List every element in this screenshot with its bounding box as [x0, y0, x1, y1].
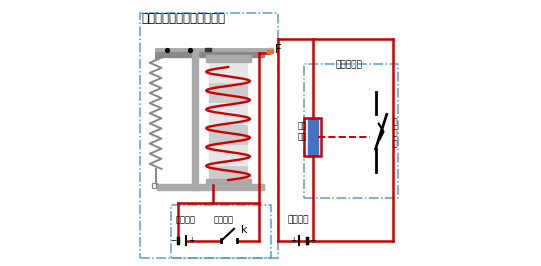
Bar: [206, 48, 211, 51]
Bar: [192, 49, 198, 190]
Text: F: F: [275, 43, 282, 56]
Text: −: −: [170, 236, 176, 245]
Bar: [171, 205, 270, 258]
Text: 控制回路: 控制回路: [288, 215, 309, 224]
Bar: [304, 118, 321, 156]
Bar: [209, 63, 247, 82]
Bar: [308, 118, 318, 156]
Text: 断
路
器: 断 路 器: [393, 117, 397, 149]
Text: +: +: [290, 236, 296, 245]
Text: +: +: [188, 236, 194, 245]
Text: 中间继电器（出口继电器）: 中间继电器（出口继电器）: [142, 12, 226, 25]
Bar: [209, 166, 247, 185]
Bar: [209, 145, 247, 164]
Bar: [206, 55, 250, 62]
Bar: [267, 48, 273, 52]
Bar: [157, 184, 264, 190]
Bar: [140, 13, 279, 258]
Text: 断路器机构: 断路器机构: [335, 61, 362, 70]
Bar: [206, 179, 250, 185]
Bar: [304, 64, 398, 198]
Text: 分闸
线圈: 分闸 线圈: [297, 122, 307, 142]
Text: −: −: [309, 236, 316, 245]
Bar: [151, 183, 156, 188]
Bar: [267, 50, 273, 53]
Text: 保护装置: 保护装置: [213, 215, 233, 224]
Bar: [209, 84, 247, 102]
Text: k: k: [241, 225, 247, 235]
Bar: [157, 50, 264, 57]
Bar: [209, 125, 247, 144]
Bar: [209, 104, 247, 123]
Text: 保护回路: 保护回路: [176, 215, 196, 224]
